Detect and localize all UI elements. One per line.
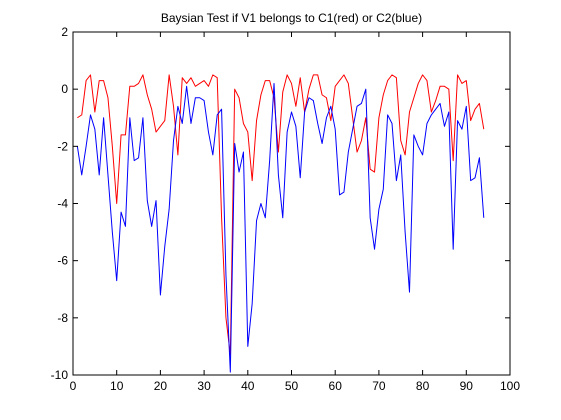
y-tick-label: 0 [61, 82, 68, 96]
x-tick-label: 50 [285, 379, 299, 393]
y-tick-label: -2 [57, 139, 68, 153]
x-tick-label: 40 [241, 379, 255, 393]
x-tick-label: 20 [154, 379, 168, 393]
x-tick-label: 90 [460, 379, 474, 393]
x-tick-label: 30 [197, 379, 211, 393]
x-tick-label: 60 [329, 379, 343, 393]
series-line-1 [77, 74, 485, 356]
axes-layer: 0 10 20 30 40 50 60 70 80 90 100 -10 -8 -6 -4 -2 0 2 [51, 25, 521, 393]
y-tick-label: -4 [57, 197, 68, 211]
x-tick-label: 0 [70, 379, 77, 393]
y-tick-label: 2 [61, 25, 68, 39]
y-tick-label: -6 [57, 254, 68, 268]
chart-title: Baysian Test if V1 belongs to C1(red) or… [161, 11, 422, 25]
x-tick-label: 100 [500, 379, 520, 393]
x-tick-label: 80 [416, 379, 430, 393]
x-tick-label: 70 [372, 379, 386, 393]
series-layer [76, 74, 485, 373]
series-line-2 [76, 82, 485, 373]
y-tick-label: -10 [51, 368, 69, 382]
x-tick-label: 10 [110, 379, 124, 393]
y-tick-label: -8 [57, 311, 68, 325]
